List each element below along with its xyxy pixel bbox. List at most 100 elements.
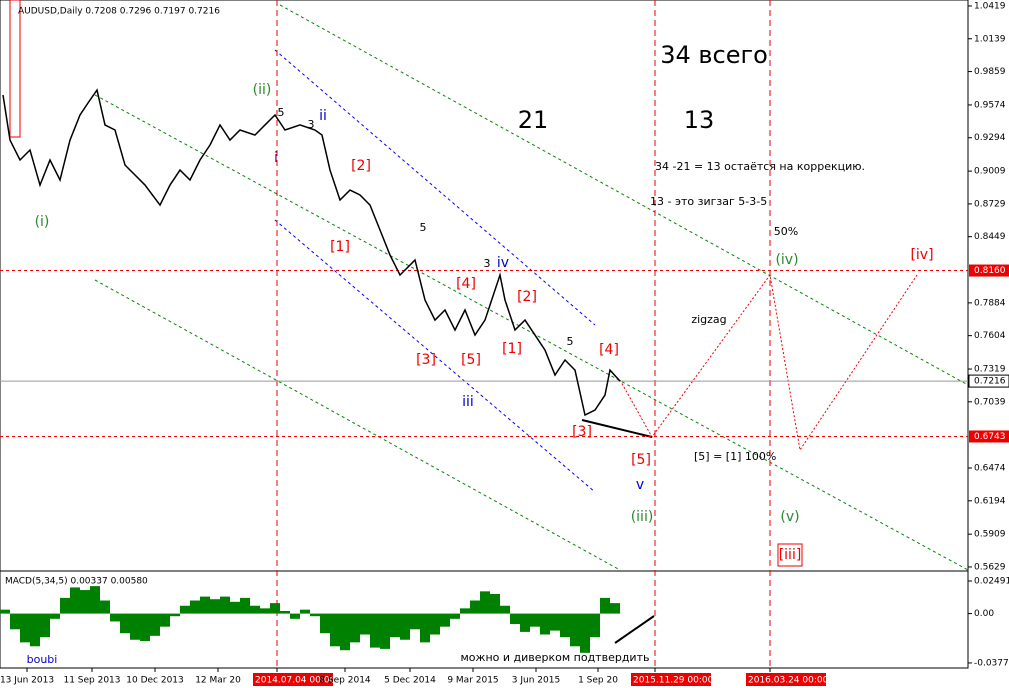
macd-bar xyxy=(580,613,590,653)
annotation: [1] xyxy=(330,239,350,255)
level-box xyxy=(969,264,1009,277)
macd-bar xyxy=(30,613,40,647)
macd-bar xyxy=(220,596,230,614)
macd-bar xyxy=(170,613,180,617)
annotation: [iii] xyxy=(779,547,802,563)
macd-bar xyxy=(520,613,530,632)
macd-bar xyxy=(340,613,350,651)
annotation: 34 всего xyxy=(660,41,768,69)
current-price-box xyxy=(968,374,1009,388)
y-tick-label: 0.9574 xyxy=(974,100,1006,110)
x-tick-label: 5 Dec 2014 xyxy=(384,676,436,686)
annotation: [2] xyxy=(351,158,371,174)
annotation: 3 xyxy=(484,257,491,270)
annotation: iii xyxy=(462,394,474,410)
level-label: 0.8160 xyxy=(974,266,1006,276)
macd-bar xyxy=(470,600,480,614)
macd-bar xyxy=(280,610,290,614)
macd-bar xyxy=(60,597,70,614)
macd-bar xyxy=(120,613,130,634)
macd-bar xyxy=(240,597,250,614)
vertical-markers xyxy=(276,0,771,668)
macd-bar xyxy=(320,613,330,634)
x-tick-label: 2015.11.29 00:00 xyxy=(633,676,714,686)
x-tick-label: 13 Jun 2013 xyxy=(0,676,54,686)
macd-bar xyxy=(200,596,210,614)
annotation: ii xyxy=(319,108,327,124)
x-tick-label: 8 Sep 2014 xyxy=(319,676,371,686)
annotation: [5] = [1] 100% xyxy=(694,450,776,463)
macd-bar xyxy=(330,613,340,647)
macd-bar xyxy=(290,613,300,619)
macd-bar xyxy=(530,613,540,627)
macd-bar xyxy=(450,613,460,619)
trend-line xyxy=(581,419,653,438)
level-box xyxy=(969,430,1009,443)
macd-bar xyxy=(380,613,390,649)
y-tick-label: 0.6194 xyxy=(974,496,1006,506)
macd-bar xyxy=(70,587,80,614)
x-tick-label: 1 Sep 20 xyxy=(578,676,618,686)
y-tick-label: 0.8449 xyxy=(974,232,1006,242)
plot-frame xyxy=(0,0,969,669)
annotation: 5 xyxy=(420,221,427,234)
macd-tick-label: 0.02491 xyxy=(974,577,1009,587)
macd-bar xyxy=(90,586,100,614)
macd-bar xyxy=(540,613,550,635)
x-tick-label: 12 Mar 20 xyxy=(195,676,241,686)
macd-bar xyxy=(180,605,190,614)
macd-title: MACD(5,34,5) 0.00337 0.00580 xyxy=(5,577,148,587)
macd-bar xyxy=(310,613,320,617)
y-tick-label: 0.7604 xyxy=(974,331,1006,341)
annotation: (iv) xyxy=(775,252,798,268)
y-tick-label: 0.5629 xyxy=(974,562,1006,572)
macd-bar xyxy=(40,613,50,638)
x-tick-label: 3 Jun 2015 xyxy=(512,676,560,686)
macd-bar xyxy=(190,600,200,614)
macd-bar xyxy=(600,597,610,614)
annotation: [1] xyxy=(502,341,522,357)
channels xyxy=(94,4,969,571)
x-tick-label: 2014.07.04 00:00 xyxy=(255,676,336,686)
y-tick-label: 1.0419 xyxy=(974,1,1006,11)
x-tick-label: 10 Dec 2013 xyxy=(126,676,184,686)
annotation: [5] xyxy=(631,452,651,468)
projection xyxy=(619,273,918,452)
price-line xyxy=(2,88,621,417)
x-tick-label: 2016.03.24 00:00 xyxy=(748,676,829,686)
macd-bar xyxy=(210,599,220,614)
x-tick-label: 9 Mar 2015 xyxy=(447,676,498,686)
annotation: [4] xyxy=(456,276,476,292)
macd-bar xyxy=(110,613,120,622)
macd-bar xyxy=(610,603,620,614)
y-tick-label: 0.9859 xyxy=(974,67,1006,77)
y-tick-label: 0.5909 xyxy=(974,530,1006,540)
macd-bar xyxy=(50,613,60,619)
macd-bar xyxy=(560,613,570,638)
annotation: 5 xyxy=(278,106,285,119)
annotation: v xyxy=(636,477,644,493)
annotation: можно и диверком подтвердить xyxy=(461,651,650,664)
y-tick-label: 0.7884 xyxy=(974,298,1006,308)
x-tick-box xyxy=(631,673,711,686)
macd-bar xyxy=(430,613,440,635)
macd-bar xyxy=(100,600,110,614)
current-price-label: 0.7216 xyxy=(974,377,1006,387)
marker-box xyxy=(9,0,21,138)
macd-bar xyxy=(390,613,400,638)
annotation-box xyxy=(777,543,803,567)
macd-tick-label: -0.03773 xyxy=(974,658,1009,668)
annotation: [iv] xyxy=(910,247,933,263)
macd-bar xyxy=(350,613,360,643)
macd-bar xyxy=(270,603,280,614)
annotation: (ii) xyxy=(253,82,272,98)
y-tick-label: 0.9009 xyxy=(974,167,1006,177)
x-tick-box xyxy=(253,673,333,686)
annotation: 3 xyxy=(308,118,315,131)
y-tick-label: 0.6474 xyxy=(974,463,1006,473)
macd-bar xyxy=(160,613,170,627)
annotation: [3] xyxy=(572,424,592,440)
macd-bar xyxy=(410,613,420,630)
annotation: 21 xyxy=(518,106,549,134)
